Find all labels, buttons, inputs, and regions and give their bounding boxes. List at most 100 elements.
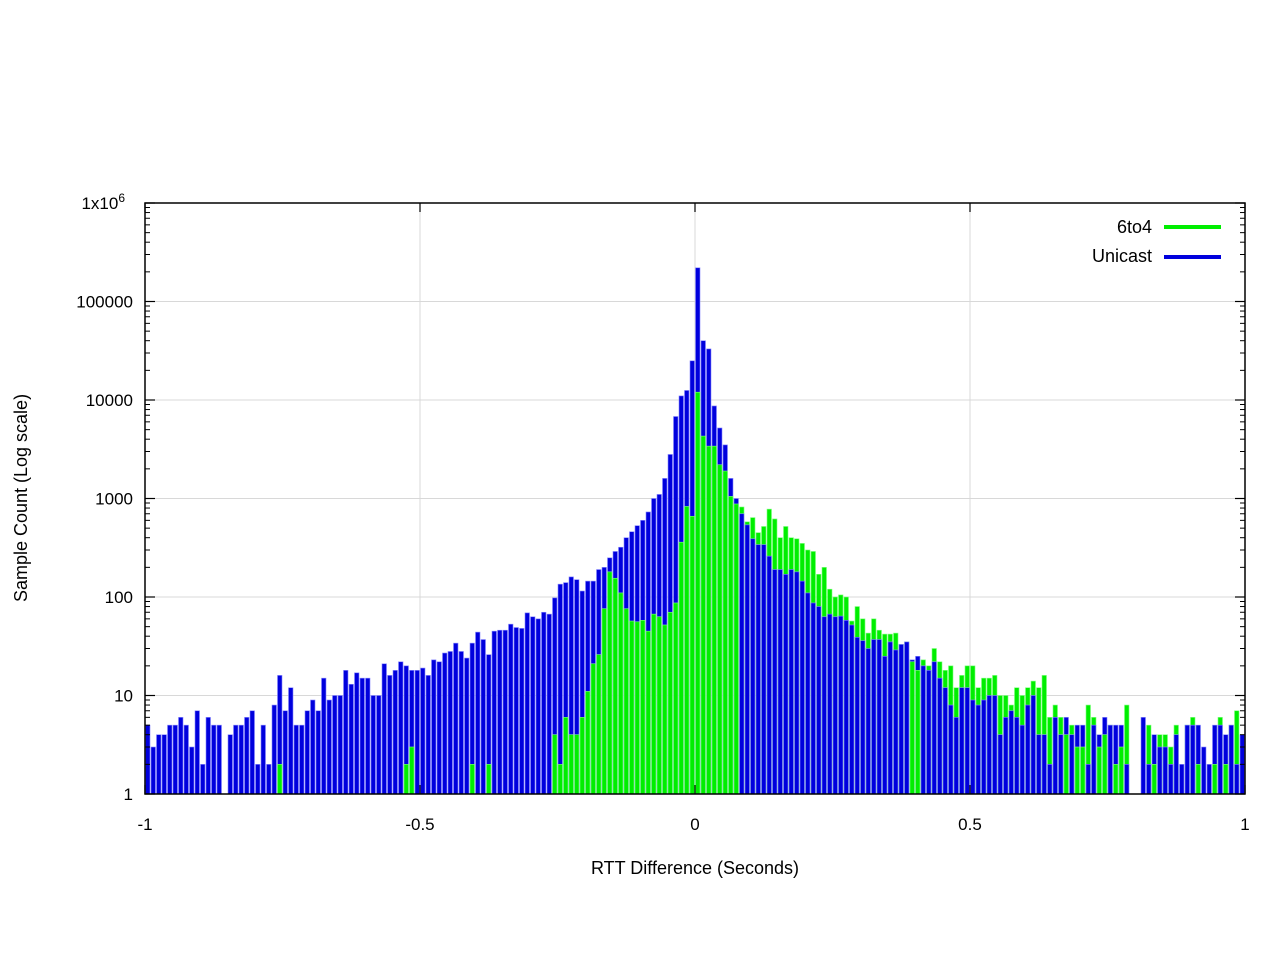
bar-unicast <box>414 670 420 795</box>
bar-unicast <box>541 611 547 795</box>
bar-6to4 <box>486 764 492 795</box>
bar-unicast <box>766 555 772 795</box>
bar-unicast <box>255 764 261 795</box>
bar-unicast <box>1179 764 1185 795</box>
bar-6to4 <box>590 663 596 795</box>
bar-unicast <box>942 687 948 795</box>
bar-unicast <box>480 639 486 795</box>
bar-unicast <box>194 710 200 795</box>
bar-unicast <box>436 661 442 795</box>
bar-unicast <box>1030 695 1036 795</box>
bar-unicast <box>1019 724 1025 795</box>
bar-unicast <box>150 746 156 795</box>
bar-6to4 <box>403 764 409 795</box>
bar-unicast <box>370 695 376 795</box>
bar-6to4 <box>656 616 662 795</box>
bar-6to4 <box>552 734 558 795</box>
bar-6to4 <box>574 734 580 795</box>
y-tick-label: 10000 <box>86 391 133 410</box>
bar-unicast <box>1140 717 1146 795</box>
bar-unicast <box>233 724 239 795</box>
bar-unicast <box>1025 704 1031 795</box>
bar-unicast <box>865 648 871 795</box>
bar-unicast <box>1201 746 1207 795</box>
bar-unicast <box>816 606 822 795</box>
bar-6to4 <box>678 541 684 795</box>
bar-unicast <box>508 623 514 795</box>
y-tick-label: 10 <box>114 687 133 706</box>
bar-unicast <box>337 695 343 795</box>
bar-unicast <box>1085 764 1091 795</box>
bar-6to4 <box>717 464 723 795</box>
bar-6to4 <box>277 764 283 795</box>
bar-6to4 <box>629 620 635 795</box>
bar-unicast <box>794 571 800 795</box>
bar-unicast <box>491 630 497 795</box>
bar-6to4 <box>1118 746 1124 795</box>
bar-unicast <box>519 628 525 795</box>
bar-6to4 <box>607 571 613 795</box>
bar-6to4 <box>557 764 563 795</box>
bar-unicast <box>205 717 211 795</box>
bar-unicast <box>1047 764 1053 795</box>
bar-unicast <box>282 710 288 795</box>
bar-6to4 <box>1195 764 1201 795</box>
bar-unicast <box>843 620 849 795</box>
x-tick-label: 1 <box>1240 815 1249 834</box>
bar-unicast <box>1124 764 1130 795</box>
bar-unicast <box>1069 734 1075 795</box>
x-tick-label: 0.5 <box>958 815 982 834</box>
bar-unicast <box>755 544 761 795</box>
bar-unicast <box>953 717 959 795</box>
bar-unicast <box>293 724 299 795</box>
bar-unicast <box>326 699 332 795</box>
bar-unicast <box>321 677 327 795</box>
bar-unicast <box>1162 746 1168 795</box>
bar-unicast <box>975 704 981 795</box>
bar-unicast <box>1157 746 1163 795</box>
bar-6to4 <box>673 602 679 795</box>
bar-unicast <box>211 724 217 795</box>
bar-6to4 <box>568 734 574 795</box>
bar-unicast <box>1168 764 1174 795</box>
bar-6to4 <box>612 577 618 795</box>
x-tick-labels: -1 -0.5 0 0.5 1 <box>137 815 1249 834</box>
bar-6to4 <box>1151 764 1157 795</box>
grid-lines <box>145 203 1245 794</box>
bar-unicast <box>524 612 530 795</box>
y-axis-label: Sample Count (Log scale) <box>11 394 31 602</box>
bar-unicast <box>997 734 1003 795</box>
bar-6to4 <box>1080 746 1086 795</box>
bar-unicast <box>750 538 756 795</box>
bar-6to4 <box>1096 746 1102 795</box>
bar-6to4 <box>1063 734 1069 795</box>
bar-unicast <box>849 624 855 795</box>
bar-unicast <box>761 544 767 795</box>
y-tick-label: 1000 <box>95 490 133 509</box>
bar-unicast <box>777 569 783 795</box>
bar-unicast <box>1091 724 1097 795</box>
bar-unicast <box>387 675 393 795</box>
bar-6to4 <box>1113 764 1119 795</box>
bar-unicast <box>453 642 459 795</box>
bar-unicast <box>1107 724 1113 795</box>
bar-unicast <box>920 665 926 795</box>
bar-unicast <box>189 746 195 795</box>
bar-6to4 <box>695 391 701 795</box>
bar-unicast <box>948 704 954 795</box>
bar-unicast <box>447 651 453 795</box>
bar-unicast <box>343 670 349 795</box>
bar-unicast <box>249 710 255 795</box>
bar-unicast <box>392 670 398 795</box>
bar-6to4 <box>1223 764 1229 795</box>
bar-unicast <box>381 663 387 795</box>
bar-unicast <box>497 629 503 795</box>
bar-unicast <box>821 616 827 795</box>
bar-6to4 <box>706 445 712 795</box>
bar-6to4 <box>733 503 739 795</box>
bar-6to4 <box>1074 746 1080 795</box>
bar-6to4 <box>585 691 591 795</box>
bar-unicast <box>898 644 904 795</box>
bar-unicast <box>420 667 426 795</box>
